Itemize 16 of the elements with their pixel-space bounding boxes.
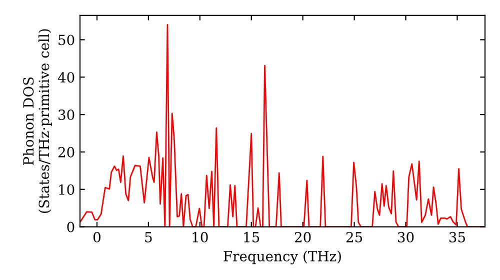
x-tick-label: 0 bbox=[93, 232, 100, 242]
x-axis-title: Frequency (THz) bbox=[224, 250, 341, 264]
x-tick-label: 20 bbox=[294, 232, 311, 242]
x-tick-label: 30 bbox=[398, 232, 414, 242]
y-tick-label: 30 bbox=[58, 110, 74, 120]
x-tick-label: 10 bbox=[192, 232, 208, 242]
y-tick-label: 40 bbox=[58, 72, 74, 83]
y-tick-label: 0 bbox=[67, 222, 74, 232]
y-tick-label: 10 bbox=[59, 184, 74, 195]
y-axis-title: Phonon DOS (States/THz·primitive cell) bbox=[22, 29, 52, 213]
y-tick-label: 50 bbox=[58, 34, 74, 46]
x-tick-label: 15 bbox=[244, 232, 260, 242]
x-tick-label: 35 bbox=[449, 232, 465, 242]
x-tick-label: 5 bbox=[145, 232, 152, 242]
y-tick-label: 20 bbox=[58, 146, 74, 158]
x-tick-label: 25 bbox=[346, 232, 362, 242]
